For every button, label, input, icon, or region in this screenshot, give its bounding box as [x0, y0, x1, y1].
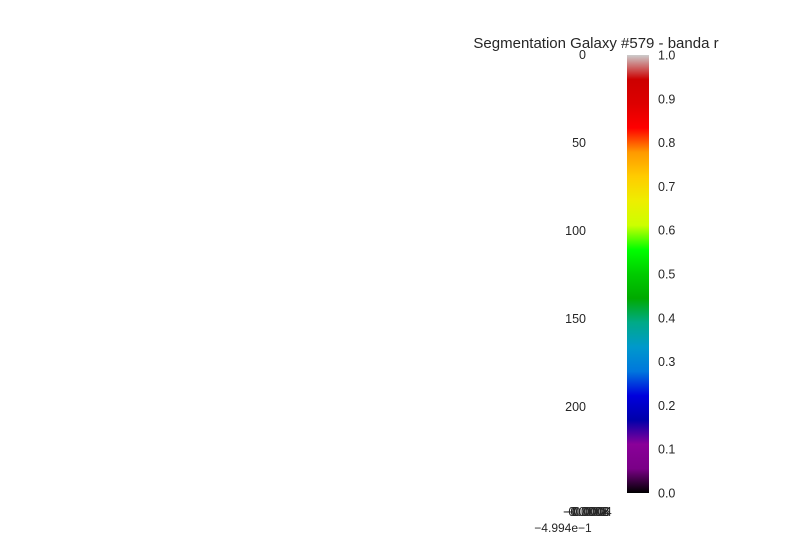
colorbar-tick-label: 0.4	[658, 311, 675, 325]
colorbar-tick-label: 0.1	[658, 443, 675, 457]
colorbar-tick-label: 0.3	[658, 355, 675, 369]
chart-title: Segmentation Galaxy #579 - banda r	[473, 35, 718, 52]
x-tick-label: 0.0000	[568, 505, 606, 519]
y-tick-label: 50	[572, 136, 586, 150]
y-axis: 0 50 100 150 200	[565, 48, 586, 414]
colorbar-tick-label: 0.9	[658, 92, 675, 106]
colorbar-tick-label: 0.5	[658, 268, 675, 282]
colorbar-tick-label: 0.7	[658, 180, 675, 194]
colorbar-tick-label: 0.6	[658, 224, 675, 238]
colorbar: 0.0 0.1 0.2 0.3 0.4 0.5 0.6 0.7 0.8 0.9 1.0	[627, 49, 675, 501]
colorbar-tick-label: 1.0	[658, 49, 675, 63]
x-tick-label: −0.0002	[563, 505, 609, 519]
colorbar-ticks: 0.0 0.1 0.2 0.3 0.4 0.5 0.6 0.7 0.8 0.9 1.0	[658, 49, 675, 501]
x-tick-label: −0.0004	[566, 505, 612, 519]
y-tick-label: 0	[579, 48, 586, 62]
y-tick-label: 100	[565, 224, 586, 238]
colorbar-tick-label: 0.2	[658, 399, 675, 413]
y-tick-label: 200	[565, 400, 586, 414]
colorbar-tick-label: 0.8	[658, 136, 675, 150]
x-tick-label: −0.0008	[563, 505, 609, 519]
colorbar-gradient	[627, 55, 649, 493]
y-tick-label: 150	[565, 312, 586, 326]
x-offset-label: −4.994e−1	[534, 521, 592, 535]
colorbar-tick-label: 0.0	[658, 487, 675, 501]
x-tick-label: −0.0006	[565, 505, 611, 519]
